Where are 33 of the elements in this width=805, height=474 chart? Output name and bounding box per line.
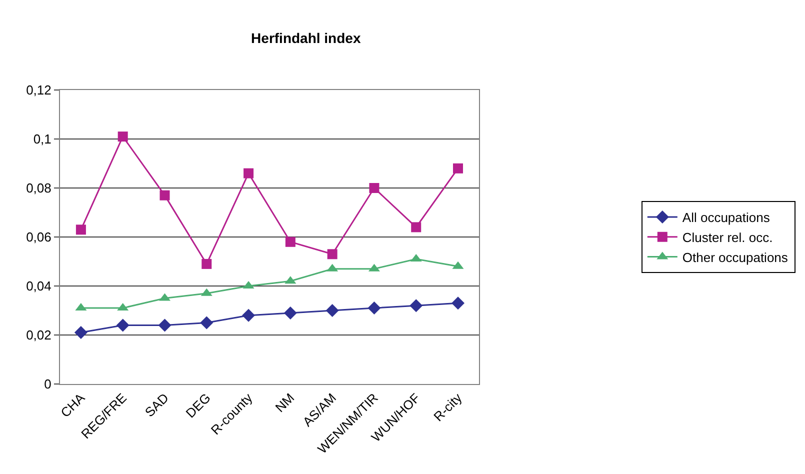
x-tick-label: NM [272,390,298,416]
legend-label: All occupations [682,210,770,226]
x-tick-label: SAD [142,390,172,420]
point [158,318,172,332]
point [116,318,130,332]
point [242,308,256,322]
legend-label: Other occupations [682,250,788,265]
legend-label: Cluster rel. occ. [682,230,773,245]
point [160,190,170,200]
point [244,168,254,178]
point [411,222,422,232]
y-tick-label: 0,02 [26,328,52,343]
point [202,258,212,269]
y-tick-label: 0,1 [33,132,52,147]
point [452,296,464,310]
point [200,316,214,330]
point [326,304,339,317]
y-tick-label: 0,06 [26,230,52,245]
point [284,306,297,320]
point [118,132,128,142]
y-tick-label: 0,08 [26,180,52,196]
point [74,326,88,340]
y-tick-label: 0,04 [26,278,52,294]
point [410,299,423,312]
point [285,236,296,247]
point [453,163,463,174]
point [369,183,380,193]
y-tick-label: 0 [44,376,52,392]
point [76,224,86,235]
point [368,302,381,315]
y-tick-label: 0,12 [26,82,52,98]
chart-title: Herfindahl index [251,30,361,46]
point [327,249,338,260]
